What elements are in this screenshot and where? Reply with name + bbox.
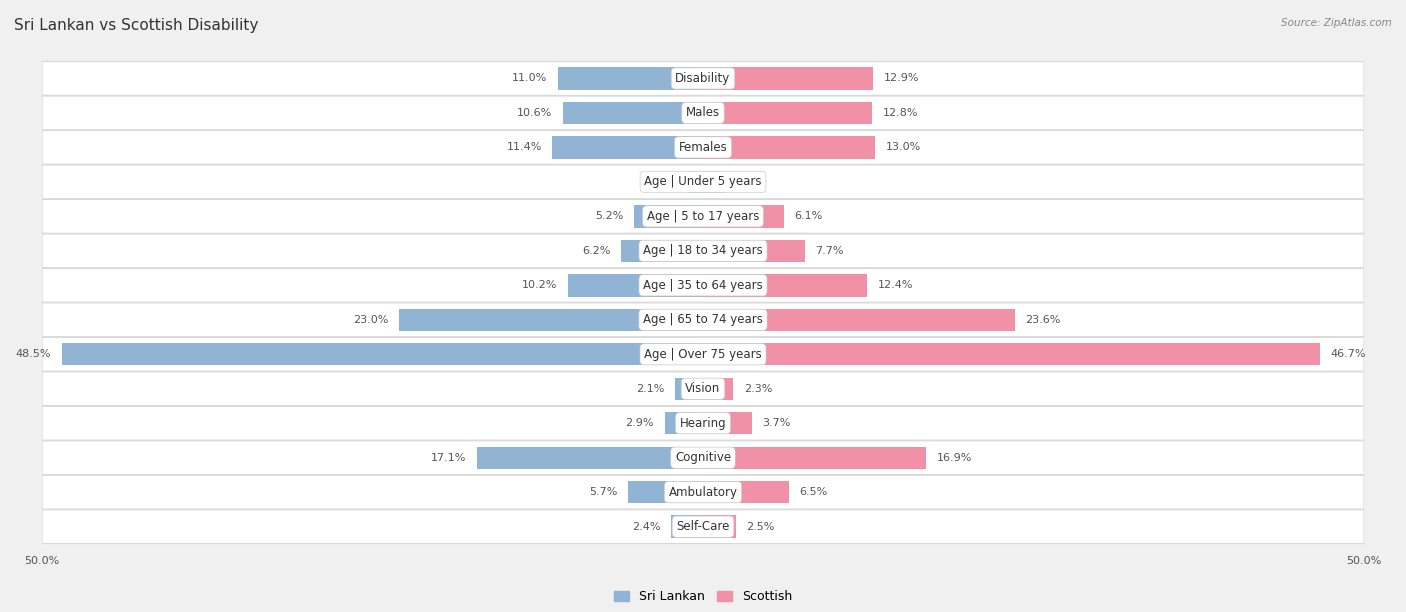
Text: 23.6%: 23.6%: [1025, 315, 1062, 325]
Text: 12.9%: 12.9%: [884, 73, 920, 83]
Bar: [562, 102, 703, 124]
FancyBboxPatch shape: [42, 200, 1364, 233]
FancyBboxPatch shape: [42, 165, 1364, 199]
Text: 48.5%: 48.5%: [15, 349, 52, 359]
FancyBboxPatch shape: [42, 476, 1364, 509]
Bar: [558, 67, 703, 89]
Bar: [634, 205, 703, 228]
Text: Age | 18 to 34 years: Age | 18 to 34 years: [643, 244, 763, 257]
Bar: [553, 136, 703, 159]
Bar: [703, 136, 875, 159]
Bar: [703, 205, 783, 228]
Text: Sri Lankan vs Scottish Disability: Sri Lankan vs Scottish Disability: [14, 18, 259, 34]
FancyBboxPatch shape: [42, 96, 1364, 130]
Bar: [703, 171, 724, 193]
Bar: [703, 274, 868, 297]
Bar: [703, 481, 789, 504]
FancyBboxPatch shape: [42, 130, 1364, 164]
Text: Vision: Vision: [685, 382, 721, 395]
Text: Cognitive: Cognitive: [675, 451, 731, 465]
FancyBboxPatch shape: [42, 62, 1364, 95]
Text: 11.4%: 11.4%: [506, 143, 541, 152]
Text: Source: ZipAtlas.com: Source: ZipAtlas.com: [1281, 18, 1392, 28]
Text: 11.0%: 11.0%: [512, 73, 547, 83]
FancyBboxPatch shape: [42, 337, 1364, 371]
Bar: [399, 308, 703, 331]
Bar: [675, 378, 703, 400]
Text: 3.7%: 3.7%: [762, 418, 790, 428]
Text: 2.1%: 2.1%: [637, 384, 665, 394]
Text: Self-Care: Self-Care: [676, 520, 730, 533]
Text: Disability: Disability: [675, 72, 731, 85]
FancyBboxPatch shape: [42, 441, 1364, 474]
Text: 17.1%: 17.1%: [432, 453, 467, 463]
Bar: [62, 343, 703, 365]
FancyBboxPatch shape: [42, 372, 1364, 406]
FancyBboxPatch shape: [42, 234, 1364, 267]
Text: 7.7%: 7.7%: [815, 246, 844, 256]
Bar: [703, 412, 752, 435]
Bar: [689, 171, 703, 193]
Text: 2.3%: 2.3%: [744, 384, 772, 394]
Text: Males: Males: [686, 106, 720, 119]
Bar: [703, 240, 804, 262]
Text: 16.9%: 16.9%: [936, 453, 973, 463]
Text: 13.0%: 13.0%: [886, 143, 921, 152]
Text: 12.8%: 12.8%: [883, 108, 918, 118]
Text: Age | 35 to 64 years: Age | 35 to 64 years: [643, 279, 763, 292]
Bar: [665, 412, 703, 435]
Text: 2.5%: 2.5%: [747, 521, 775, 532]
Text: Hearing: Hearing: [679, 417, 727, 430]
Bar: [703, 102, 872, 124]
Bar: [703, 515, 737, 538]
Text: Age | 65 to 74 years: Age | 65 to 74 years: [643, 313, 763, 326]
Text: Ambulatory: Ambulatory: [668, 486, 738, 499]
Bar: [568, 274, 703, 297]
Bar: [703, 308, 1015, 331]
Text: 1.6%: 1.6%: [735, 177, 763, 187]
Text: 6.2%: 6.2%: [582, 246, 610, 256]
Text: 5.2%: 5.2%: [595, 211, 624, 222]
Bar: [627, 481, 703, 504]
Text: 6.1%: 6.1%: [794, 211, 823, 222]
Text: 10.2%: 10.2%: [522, 280, 558, 290]
Text: 10.6%: 10.6%: [517, 108, 553, 118]
Text: 23.0%: 23.0%: [353, 315, 388, 325]
Text: Age | Under 5 years: Age | Under 5 years: [644, 176, 762, 188]
Text: Age | 5 to 17 years: Age | 5 to 17 years: [647, 210, 759, 223]
Text: 2.9%: 2.9%: [626, 418, 654, 428]
Bar: [477, 447, 703, 469]
Bar: [671, 515, 703, 538]
Text: 5.7%: 5.7%: [589, 487, 617, 497]
Bar: [703, 343, 1320, 365]
FancyBboxPatch shape: [42, 510, 1364, 543]
FancyBboxPatch shape: [42, 406, 1364, 440]
Bar: [621, 240, 703, 262]
FancyBboxPatch shape: [42, 303, 1364, 337]
FancyBboxPatch shape: [42, 269, 1364, 302]
Text: 12.4%: 12.4%: [877, 280, 912, 290]
Bar: [703, 378, 734, 400]
Text: Females: Females: [679, 141, 727, 154]
Text: 46.7%: 46.7%: [1330, 349, 1367, 359]
Text: 1.1%: 1.1%: [650, 177, 678, 187]
Bar: [703, 447, 927, 469]
Text: 2.4%: 2.4%: [633, 521, 661, 532]
Legend: Sri Lankan, Scottish: Sri Lankan, Scottish: [609, 585, 797, 608]
Text: 6.5%: 6.5%: [800, 487, 828, 497]
Text: Age | Over 75 years: Age | Over 75 years: [644, 348, 762, 360]
Bar: [703, 67, 873, 89]
